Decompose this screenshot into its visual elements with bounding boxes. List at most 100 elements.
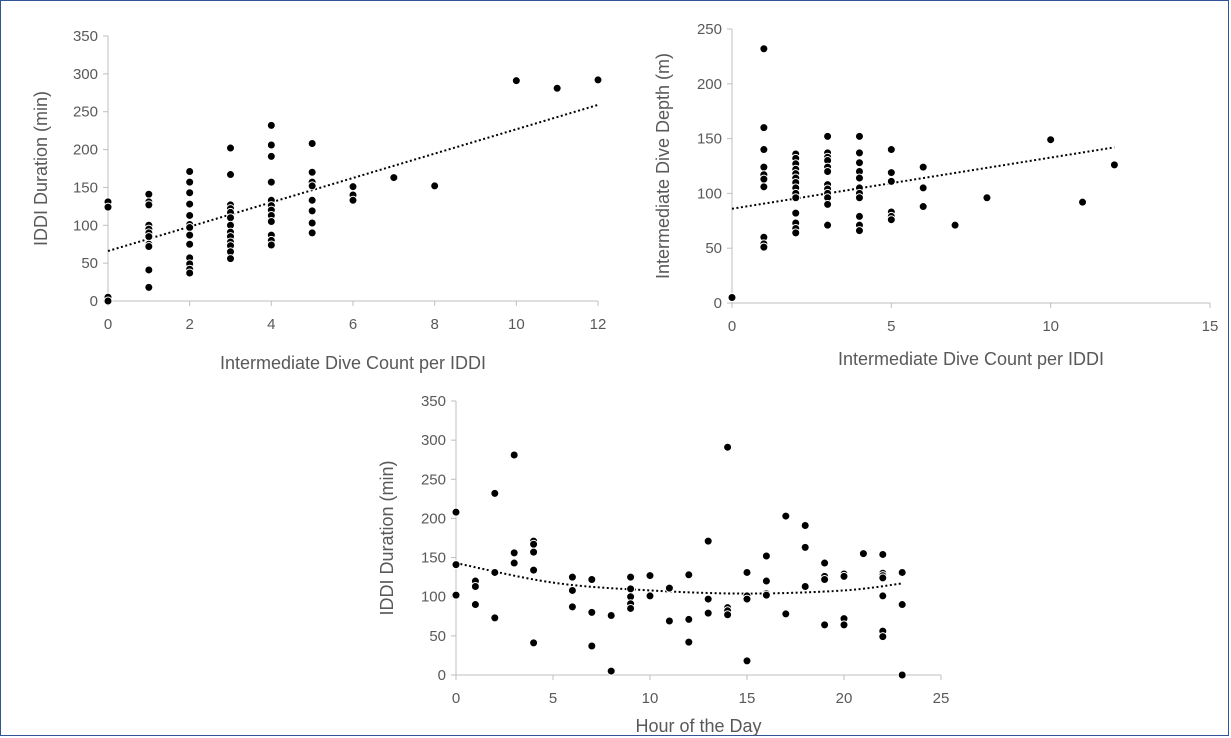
data-point — [820, 620, 830, 630]
y-tick-label: 50 — [429, 628, 446, 645]
trendline — [107, 103, 599, 252]
data-point — [703, 608, 713, 618]
data-point — [552, 83, 562, 93]
data-point — [307, 139, 317, 149]
data-point — [606, 666, 616, 676]
data-point — [854, 131, 864, 141]
data-point — [451, 560, 461, 570]
data-point — [470, 582, 480, 592]
data-point — [684, 614, 694, 624]
data-point — [878, 632, 888, 642]
data-point — [185, 199, 195, 209]
data-point — [820, 558, 830, 568]
y-tick-label: 0 — [714, 295, 722, 312]
data-point — [918, 162, 928, 172]
data-point — [266, 120, 276, 130]
data-point — [226, 254, 235, 264]
data-point — [759, 242, 769, 252]
data-point — [878, 573, 888, 583]
x-axis-title: Intermediate Dive Count per IDDI — [838, 349, 1104, 369]
data-point — [587, 607, 597, 617]
chart-duration-vs-count: 0 50 100 150 200 250 300 350 0 2 4 6 8 10 12 Intermedia… — [31, 28, 606, 373]
data-point — [185, 177, 195, 187]
data-point — [144, 189, 154, 199]
data-point — [144, 282, 154, 292]
data-point — [886, 168, 896, 178]
data-point — [820, 574, 830, 584]
data-point — [103, 202, 113, 212]
data-point — [470, 600, 480, 610]
y-tick-label: 0 — [438, 667, 446, 684]
data-point — [854, 173, 864, 183]
data-point — [490, 567, 500, 577]
x-tick-label: 15 — [1202, 318, 1219, 335]
data-point — [918, 202, 928, 212]
data-point — [226, 143, 235, 153]
data-point — [226, 170, 235, 180]
data-point — [348, 195, 358, 205]
y-tick-label: 250 — [697, 21, 722, 38]
x-axis-title: Hour of the Day — [635, 716, 761, 736]
data-point — [348, 182, 358, 192]
data-point — [307, 181, 317, 191]
data-point — [185, 268, 195, 278]
data-point — [103, 296, 113, 306]
x-tick-label: 4 — [267, 316, 275, 333]
x-tick-label: 12 — [590, 316, 607, 333]
x-tick-label: 6 — [349, 316, 357, 333]
data-point — [886, 215, 896, 225]
y-tick-label: 0 — [90, 293, 98, 310]
y-tick-label: 200 — [421, 510, 446, 527]
data-point — [761, 576, 771, 586]
data-point — [509, 450, 519, 460]
x-tick-label: 10 — [642, 690, 659, 707]
y-tick-label: 200 — [697, 76, 722, 93]
data-point — [759, 145, 769, 155]
data-point — [858, 549, 868, 559]
data-point — [626, 572, 636, 582]
y-tick-label: 150 — [421, 550, 446, 567]
data-point — [759, 174, 769, 184]
y-tick-label: 50 — [705, 240, 722, 257]
data-point — [490, 613, 500, 623]
data-point — [823, 199, 833, 209]
data-point — [567, 572, 577, 582]
data-point — [897, 600, 907, 610]
y-tick-label: 100 — [697, 185, 722, 202]
data-point — [854, 148, 864, 158]
data-point — [606, 611, 616, 621]
data-point — [266, 217, 276, 226]
data-point — [839, 571, 849, 581]
data-point — [727, 293, 737, 303]
data-point — [567, 602, 577, 612]
data-point — [226, 213, 235, 223]
chart-duration-vs-hour: 0 50 100 150 200 250 300 350 0 5 10 15 20 25 Hour of t… — [377, 393, 949, 736]
data-point — [918, 183, 928, 193]
data-point — [791, 228, 801, 238]
data-point — [529, 638, 539, 648]
data-point — [587, 641, 597, 651]
data-point — [389, 173, 399, 183]
data-point — [490, 488, 500, 498]
data-point — [529, 539, 539, 549]
data-point — [759, 182, 769, 192]
chart-depth-vs-count: 0 50 100 150 200 250 0 5 10 15 Intermediate Dive C… — [653, 21, 1218, 369]
y-tick-label: 100 — [73, 217, 98, 234]
data-point — [982, 193, 992, 203]
y-axis-title: IDDI Duration (min) — [377, 460, 397, 615]
trendline — [731, 146, 1115, 210]
data-point — [823, 220, 833, 230]
data-point — [897, 567, 907, 577]
data-point — [185, 188, 195, 198]
data-point — [266, 177, 276, 187]
y-tick-label: 150 — [697, 131, 722, 148]
data-point — [144, 265, 154, 275]
y-axis-title: IDDI Duration (min) — [31, 91, 51, 246]
data-point — [791, 208, 801, 218]
y-tick-label: 50 — [81, 255, 98, 272]
data-point — [742, 594, 752, 604]
data-point — [626, 603, 636, 613]
x-tick-label: 20 — [836, 690, 853, 707]
x-tick-label: 25 — [933, 690, 950, 707]
